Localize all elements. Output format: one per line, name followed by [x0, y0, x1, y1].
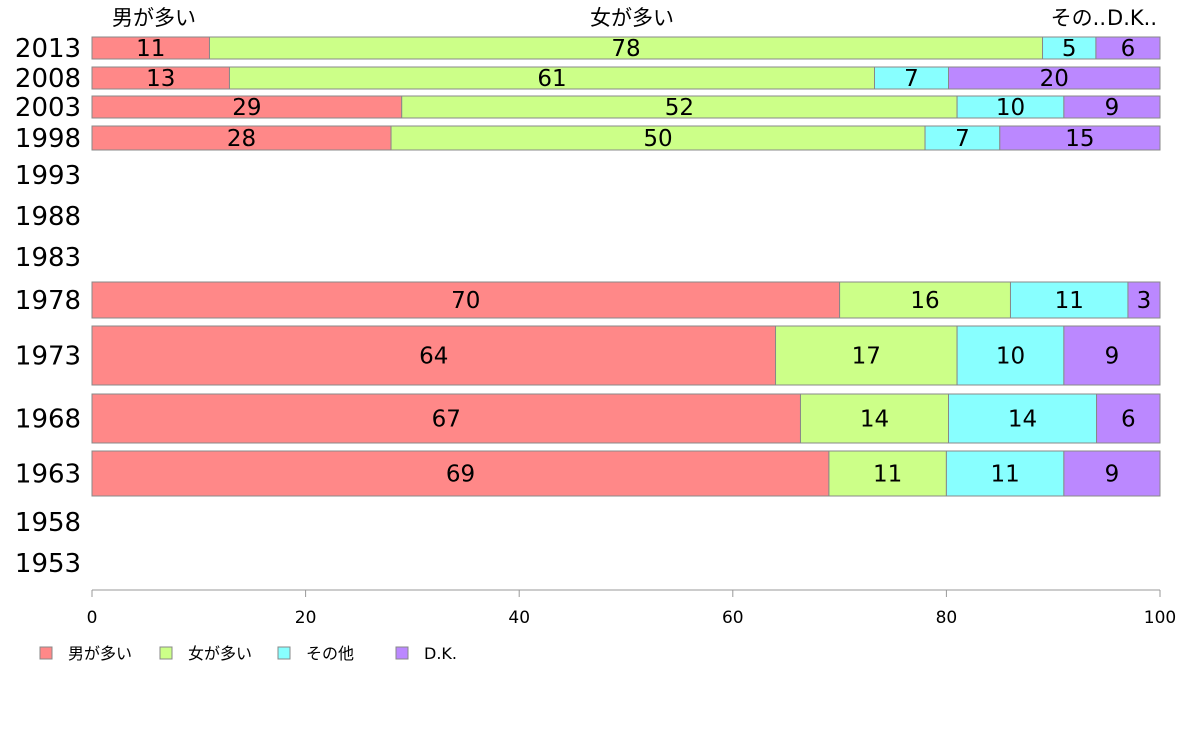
segment-value-label: 14	[860, 407, 889, 433]
x-tick-label: 80	[936, 608, 958, 628]
bar-segment	[91, 450, 830, 497]
year-label: 1978	[15, 286, 81, 316]
top-category-label: 男が多い	[112, 6, 196, 30]
bar-segment	[1063, 450, 1161, 497]
bar-segment	[828, 450, 947, 497]
legend-swatch	[277, 646, 291, 660]
year-label: 1998	[15, 124, 81, 154]
segment-value-label: 61	[537, 66, 566, 92]
segment-value-label: 69	[446, 462, 475, 488]
segment-value-label: 10	[996, 95, 1025, 121]
top-category-label: その..	[1051, 6, 1106, 30]
legend-label: その他	[306, 644, 354, 663]
legend-label: 男が多い	[68, 644, 132, 663]
legend-swatch	[39, 646, 53, 660]
segment-value-label: 17	[852, 344, 881, 370]
year-label: 1968	[15, 405, 81, 435]
year-label: 1958	[15, 508, 81, 538]
legend-label: D.K.	[424, 644, 457, 663]
segment-value-label: 52	[665, 95, 694, 121]
bar-segment	[945, 450, 1065, 497]
year-label: 1993	[15, 161, 81, 191]
bar-segment	[799, 393, 950, 444]
bar-segment	[91, 125, 392, 151]
year-label: 1953	[15, 549, 81, 579]
bar-segment	[1127, 281, 1161, 319]
year-label: 2008	[15, 64, 81, 94]
year-label: 1973	[15, 342, 81, 372]
segment-value-label: 78	[611, 36, 640, 62]
bar-segment	[999, 125, 1161, 151]
segment-value-label: 6	[1121, 36, 1136, 62]
bar-segment	[91, 281, 841, 319]
year-label: 1963	[15, 460, 81, 490]
bar-segment	[91, 325, 777, 386]
bar-segment	[948, 66, 1161, 90]
segment-value-label: 3	[1137, 288, 1152, 314]
segment-value-label: 14	[1008, 407, 1037, 433]
x-tick-label: 100	[1144, 608, 1176, 628]
segment-value-label: 9	[1105, 462, 1120, 488]
x-tick-label: 20	[295, 608, 317, 628]
segment-value-label: 11	[136, 36, 165, 62]
segment-value-label: 28	[227, 126, 256, 152]
segment-value-label: 70	[451, 288, 480, 314]
segment-value-label: 20	[1040, 66, 1069, 92]
bar-segment	[390, 125, 926, 151]
segment-value-label: 64	[419, 344, 448, 370]
bar-segment	[1063, 325, 1161, 386]
segment-value-label: 29	[232, 95, 261, 121]
bar-segment	[1095, 36, 1161, 60]
x-tick-label: 60	[722, 608, 744, 628]
bar-segment	[91, 393, 801, 444]
segment-value-label: 5	[1062, 36, 1077, 62]
year-label: 2003	[15, 93, 81, 123]
top-category-label: 女が多い	[590, 6, 674, 30]
segment-value-label: 9	[1105, 344, 1120, 370]
segment-value-label: 7	[904, 66, 919, 92]
top-category-label: D.K..	[1107, 6, 1157, 30]
bar-segment	[839, 281, 1011, 319]
bar-segment	[1063, 95, 1161, 119]
segment-value-label: 7	[955, 126, 970, 152]
segment-value-label: 50	[643, 126, 672, 152]
segment-value-label: 10	[996, 344, 1025, 370]
bar-segment	[775, 325, 958, 386]
bar-segment	[1009, 281, 1129, 319]
bar-segment	[1096, 393, 1161, 444]
segment-value-label: 15	[1065, 126, 1094, 152]
segment-value-label: 9	[1105, 95, 1120, 121]
year-label: 1988	[15, 202, 81, 232]
x-tick-label: 0	[87, 608, 98, 628]
segment-value-label: 11	[990, 462, 1019, 488]
legend-swatch	[159, 646, 173, 660]
bar-segment	[956, 325, 1065, 386]
segment-value-label: 67	[432, 407, 461, 433]
bar-segment	[948, 393, 1098, 444]
year-label: 2013	[15, 34, 81, 64]
segment-value-label: 11	[873, 462, 902, 488]
x-tick-label: 40	[508, 608, 530, 628]
segment-value-label: 6	[1121, 407, 1136, 433]
bar-segment	[924, 125, 1001, 151]
segment-value-label: 11	[1055, 288, 1084, 314]
legend-swatch	[395, 646, 409, 660]
segment-value-label: 13	[146, 66, 175, 92]
legend-label: 女が多い	[188, 644, 252, 663]
year-label: 1983	[15, 243, 81, 273]
segment-value-label: 16	[910, 288, 939, 314]
